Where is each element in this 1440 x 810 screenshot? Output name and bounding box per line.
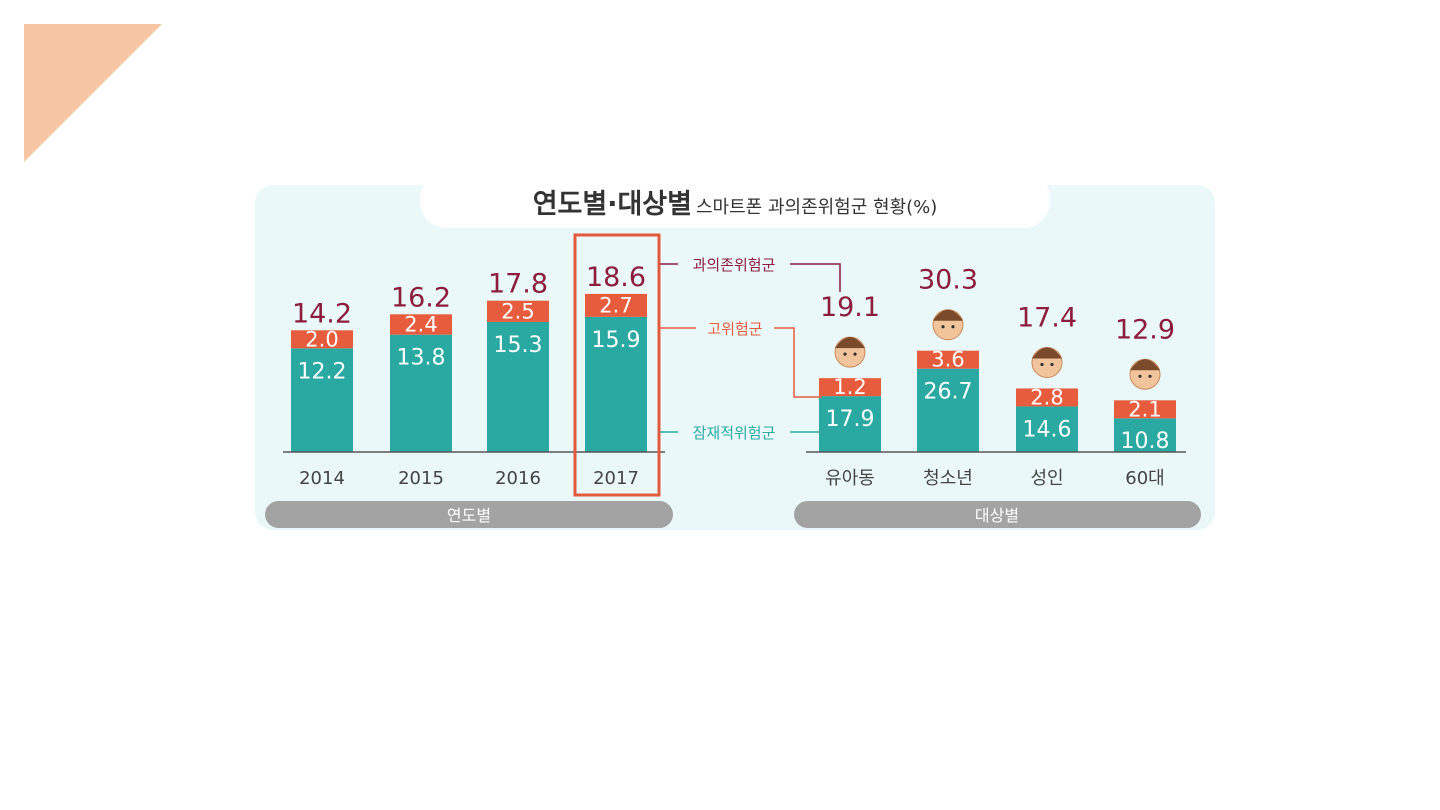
value-high-2017: 2.7 (599, 293, 632, 317)
group-label-years: 연도별 (447, 506, 491, 525)
bar-potential-성인 (1016, 406, 1078, 452)
corner-accent (24, 24, 162, 162)
category-label-2016: 2016 (495, 468, 541, 489)
bar-potential-2017 (585, 316, 647, 452)
person-eye-right-icon-유아동 (853, 352, 857, 356)
category-label-2015: 2015 (398, 468, 444, 489)
bar-potential-유아동 (819, 396, 881, 452)
legend-high-label: 고위험군 (707, 320, 762, 338)
value-total-2015: 16.2 (391, 282, 451, 313)
person-eye-left-icon-청소년 (941, 325, 945, 329)
bar-high-성인 (1016, 388, 1078, 407)
chart-title: 연도별·대상별 (533, 189, 692, 220)
value-total-2016: 17.8 (488, 269, 548, 300)
value-total-60대: 12.9 (1115, 314, 1175, 345)
value-potential-청소년: 26.7 (924, 380, 973, 405)
person-eye-right-icon-성인 (1050, 362, 1054, 367)
person-eye-right-icon-청소년 (951, 325, 955, 329)
category-label-2017: 2017 (593, 468, 639, 489)
value-high-유아동: 1.2 (833, 375, 866, 399)
person-hair-icon-청소년 (933, 309, 963, 321)
bar-potential-2015 (390, 334, 452, 452)
person-hair-icon-유아동 (835, 337, 865, 349)
value-high-성인: 2.8 (1030, 385, 1063, 409)
person-eye-left-icon-성인 (1040, 362, 1044, 367)
person-eye-left-icon-유아동 (843, 352, 847, 356)
value-potential-2015: 13.8 (397, 346, 446, 371)
bar-potential-2016 (487, 321, 549, 452)
value-high-2016: 2.5 (501, 299, 534, 323)
value-potential-유아동: 17.9 (826, 407, 875, 432)
bars-layer: 2.0 12.2 14.2 2014 2.4 13.8 16.2 2015 2.5 15.3 17.… (291, 262, 1176, 489)
value-potential-60대: 10.8 (1121, 429, 1170, 454)
value-total-2014: 14.2 (292, 298, 352, 329)
bar-high-2014 (291, 330, 353, 349)
bar-potential-2014 (291, 348, 353, 452)
value-potential-성인: 14.6 (1023, 417, 1072, 442)
group-bar-targets (794, 501, 1201, 528)
value-potential-2014: 12.2 (298, 359, 347, 384)
bar-high-청소년 (917, 350, 979, 369)
bar-potential-청소년 (917, 368, 979, 452)
legend-connectors (660, 263, 841, 433)
value-total-2017: 18.6 (586, 262, 646, 293)
title-pill (420, 172, 1050, 228)
value-high-청소년: 3.6 (931, 348, 964, 372)
chart-subtitle: 스마트폰 과의존위험군 현황(%) (696, 197, 937, 218)
legend-potential-label: 잠재적위험군 (693, 424, 776, 442)
category-label-성인: 성인 (1030, 468, 1063, 489)
value-high-2015: 2.4 (404, 313, 437, 337)
value-high-2014: 2.0 (305, 327, 338, 351)
category-label-유아동: 유아동 (825, 468, 875, 489)
value-potential-2016: 15.3 (494, 333, 543, 358)
bar-high-2015 (390, 314, 452, 335)
category-label-60대: 60대 (1125, 468, 1164, 489)
bar-high-2017 (585, 293, 647, 317)
group-bar-years (265, 501, 673, 528)
group-label-targets: 대상별 (975, 506, 1019, 525)
value-total-성인: 17.4 (1017, 302, 1077, 333)
value-total-청소년: 30.3 (918, 265, 978, 296)
bar-potential-60대 (1114, 418, 1176, 452)
person-eye-left-icon-60대 (1138, 374, 1142, 378)
person-eye-right-icon-60대 (1148, 374, 1152, 378)
category-label-청소년: 청소년 (923, 468, 973, 489)
value-total-유아동: 19.1 (820, 292, 880, 323)
bar-high-60대 (1114, 400, 1176, 419)
bar-high-2016 (487, 300, 549, 322)
highlight-box-2017 (573, 233, 661, 497)
value-potential-2017: 15.9 (592, 328, 641, 353)
connector-total-right (790, 263, 841, 292)
bar-high-유아동 (819, 378, 881, 397)
category-label-2014: 2014 (299, 468, 345, 489)
connector-high-right (774, 327, 822, 398)
legend-total-label: 과의존위험군 (693, 256, 776, 274)
corner-triangle (24, 24, 162, 162)
person-hair-icon-60대 (1130, 359, 1160, 371)
chart-title-line: 연도별·대상별 스마트폰 과의존위험군 현황(%) (533, 189, 938, 220)
person-hair-icon-성인 (1032, 347, 1062, 359)
value-high-60대: 2.1 (1128, 397, 1161, 421)
